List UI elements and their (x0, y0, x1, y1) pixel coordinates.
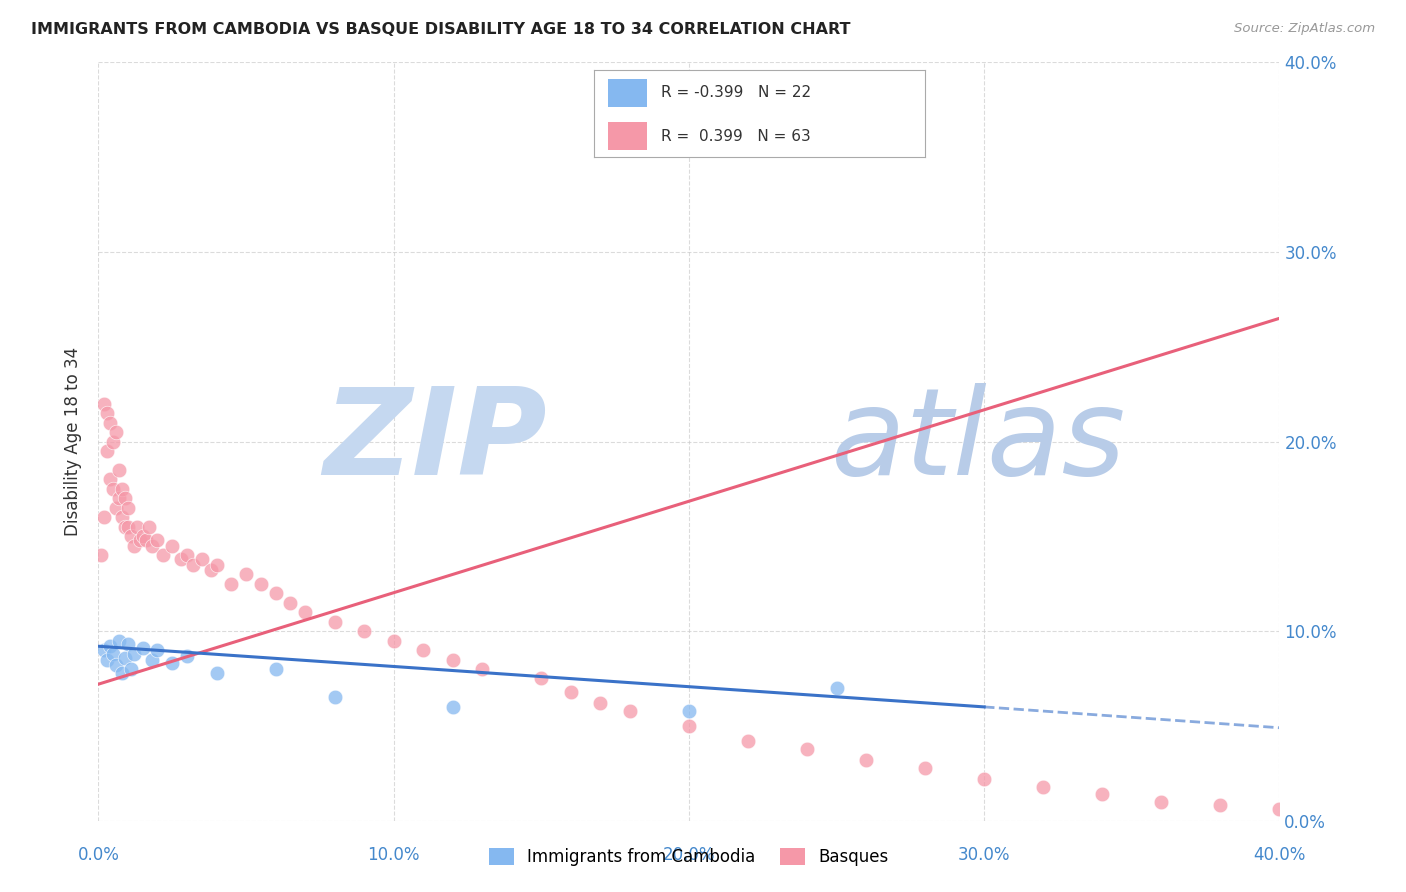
Point (105, 425, 128, 439)
Point (471, 662, 494, 676)
Point (353, 624, 375, 639)
Point (1209, 798, 1232, 813)
Point (103, 434, 125, 449)
Point (103, 482, 125, 496)
Point (162, 657, 183, 671)
Point (589, 696, 612, 710)
Point (560, 685, 582, 699)
Point (122, 539, 145, 553)
Point (1268, 802, 1291, 816)
Point (382, 633, 405, 648)
Point (132, 641, 155, 656)
Point (120, 662, 142, 676)
Point (111, 665, 134, 680)
Point (264, 662, 287, 676)
Point (146, 643, 169, 657)
Point (93, 396, 115, 410)
Text: IMMIGRANTS FROM CAMBODIA VS BASQUE DISABILITY AGE 18 TO 34 CORRELATION CHART: IMMIGRANTS FROM CAMBODIA VS BASQUE DISAB… (31, 22, 851, 37)
Text: 10.0%: 10.0% (367, 846, 420, 863)
Point (103, 647, 125, 661)
Point (90, 548, 112, 563)
Y-axis label: Disability Age 18 to 34: Disability Age 18 to 34 (65, 347, 83, 536)
Text: atlas: atlas (831, 383, 1126, 500)
Point (619, 704, 641, 718)
Point (114, 650, 136, 665)
Point (200, 564, 222, 578)
Point (93, 510, 115, 524)
Point (280, 596, 302, 610)
Point (441, 652, 464, 666)
Point (530, 672, 553, 686)
Point (108, 491, 131, 506)
Point (108, 633, 131, 648)
Point (855, 753, 877, 767)
Point (96, 444, 118, 458)
Point (117, 520, 139, 534)
Point (105, 658, 128, 673)
Point (235, 567, 257, 582)
Point (1091, 787, 1114, 801)
Point (141, 539, 163, 553)
Point (138, 520, 160, 534)
Point (191, 552, 214, 566)
Point (111, 510, 134, 524)
Point (176, 548, 198, 563)
Point (914, 760, 936, 774)
Point (117, 637, 139, 651)
Point (93, 643, 115, 657)
Point (181, 558, 204, 572)
Point (114, 491, 136, 506)
Point (205, 558, 228, 572)
Point (132, 529, 155, 543)
Point (205, 665, 228, 680)
Point (108, 463, 131, 477)
Point (973, 772, 995, 786)
Point (264, 586, 287, 600)
Point (135, 533, 157, 548)
Point (170, 552, 193, 566)
Text: 30.0%: 30.0% (957, 846, 1011, 863)
Point (152, 548, 174, 563)
Point (294, 605, 316, 619)
Point (796, 741, 818, 756)
Point (98, 416, 121, 430)
Point (114, 520, 136, 534)
Point (737, 734, 759, 748)
Point (250, 576, 273, 591)
Point (1032, 780, 1054, 794)
Point (120, 529, 142, 543)
Point (323, 690, 346, 705)
Point (122, 647, 145, 661)
Point (111, 482, 134, 496)
Point (162, 539, 183, 553)
Text: 20.0%: 20.0% (662, 846, 716, 863)
Point (1150, 795, 1173, 809)
Text: Source: ZipAtlas.com: Source: ZipAtlas.com (1234, 22, 1375, 36)
Point (221, 576, 243, 591)
Text: 0.0%: 0.0% (77, 846, 120, 863)
Point (678, 704, 700, 718)
Text: ZIP: ZIP (323, 383, 547, 500)
Point (176, 648, 198, 663)
Point (678, 719, 700, 733)
Point (441, 699, 464, 714)
Point (105, 500, 128, 515)
Point (96, 406, 118, 420)
Point (412, 643, 434, 657)
Text: 40.0%: 40.0% (1253, 846, 1306, 863)
Point (117, 500, 139, 515)
Point (128, 533, 150, 548)
Point (146, 533, 169, 548)
Point (323, 615, 346, 629)
Point (98, 639, 121, 653)
Point (141, 652, 163, 666)
Point (825, 681, 848, 695)
Point (96, 652, 118, 666)
Legend: Immigrants from Cambodia, Basques: Immigrants from Cambodia, Basques (482, 841, 896, 873)
Point (98, 473, 121, 487)
Point (125, 520, 148, 534)
